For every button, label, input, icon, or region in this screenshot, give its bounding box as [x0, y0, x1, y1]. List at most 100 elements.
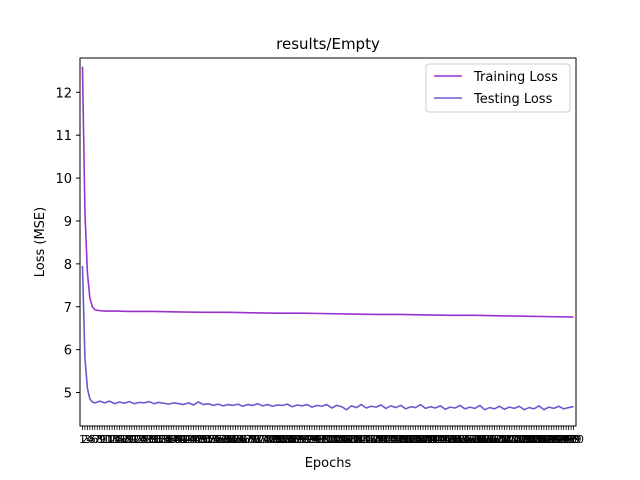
x-tick-label: 126	[380, 433, 401, 446]
x-tick-label: 165	[477, 433, 498, 446]
x-tick-label: 41	[174, 433, 188, 446]
x-tick-label: 101	[319, 433, 340, 446]
x-tick-label: 136	[405, 433, 426, 446]
x-tick-label: 95	[307, 433, 321, 446]
x-tick-label: 18	[117, 433, 131, 446]
legend: Training Loss Testing Loss	[425, 63, 571, 113]
x-tick-label: 99	[317, 433, 331, 446]
x-tick-label: 194	[548, 433, 569, 446]
x-tick-label: 75	[258, 433, 272, 446]
plot-frame	[79, 57, 577, 427]
x-tick-label: 94	[305, 433, 319, 446]
x-tick-label: 17	[115, 433, 129, 446]
x-tick-label: 31	[149, 433, 163, 446]
x-tick-label: 131	[393, 433, 414, 446]
x-tick-label: 118	[361, 433, 382, 446]
x-tick-label: 8	[96, 433, 103, 446]
x-tick-label: 83	[278, 433, 292, 446]
x-tick-label: 142	[420, 433, 441, 446]
x-tick-label: 62	[226, 433, 240, 446]
x-tick-label: 134	[400, 433, 421, 446]
x-tick-label: 175	[501, 433, 522, 446]
x-tick-label: 152	[445, 433, 466, 446]
x-tick-label: 47	[189, 433, 203, 446]
x-tick-label: 125	[378, 433, 399, 446]
x-tick-label: 133	[398, 433, 419, 446]
x-tick-label: 178	[509, 433, 530, 446]
x-tick-label: 153	[447, 433, 468, 446]
x-tick-label: 25	[135, 433, 149, 446]
x-tick-label: 121	[368, 433, 389, 446]
x-tick-label: 116	[356, 433, 377, 446]
x-tick-label: 199	[561, 433, 582, 446]
x-tick-label: 71	[248, 433, 262, 446]
y-tick-label: 6	[64, 344, 72, 359]
x-tick-label: 57	[214, 433, 228, 446]
x-tick-label: 122	[371, 433, 392, 446]
x-tick-label: 15	[110, 433, 124, 446]
x-tick-label: 190	[538, 433, 559, 446]
x-tick-label: 27	[140, 433, 154, 446]
y-tick-label: 11	[55, 129, 72, 144]
x-tick-label: 145	[427, 433, 448, 446]
x-tick-label: 64	[231, 433, 245, 446]
x-tick-label: 185	[526, 433, 547, 446]
x-tick-label: 127	[383, 433, 404, 446]
x-tick-label: 150	[440, 433, 461, 446]
x-tick-label: 174	[499, 433, 520, 446]
x-tick-label: 39	[169, 433, 183, 446]
x-tick-label: 59	[219, 433, 233, 446]
y-tick-label: 5	[64, 387, 72, 402]
x-tick-label: 137	[408, 433, 429, 446]
x-tick-label: 63	[228, 433, 242, 446]
x-tick-label: 45	[184, 433, 198, 446]
x-tick-label: 103	[324, 433, 345, 446]
x-tick-label: 130	[390, 433, 411, 446]
x-tick-label: 76	[261, 433, 275, 446]
x-tick-label: 159	[462, 433, 483, 446]
y-axis-title: Loss (MSE)	[33, 207, 48, 277]
x-tick-label: 56	[211, 433, 225, 446]
x-tick-label: 90	[295, 433, 309, 446]
x-tick-label: 162	[469, 433, 490, 446]
x-tick-label: 88	[290, 433, 304, 446]
x-tick-label: 139	[413, 433, 434, 446]
x-tick-label: 180	[514, 433, 535, 446]
x-tick-label: 21	[125, 433, 139, 446]
x-tick-label: 135	[403, 433, 424, 446]
x-tick-label: 182	[519, 433, 540, 446]
x-tick-label: 16	[112, 433, 126, 446]
x-axis: 1234567891011121314151617181920212223242…	[79, 426, 584, 446]
x-tick-label: 73	[253, 433, 267, 446]
x-tick-label: 100	[316, 433, 337, 446]
x-tick-label: 156	[454, 433, 475, 446]
x-tick-label: 200	[563, 433, 584, 446]
x-tick-label: 106	[331, 433, 352, 446]
x-tick-label: 36	[162, 433, 176, 446]
x-tick-label: 43	[179, 433, 193, 446]
x-axis-title: Epochs	[305, 456, 352, 471]
x-tick-label: 129	[388, 433, 409, 446]
x-tick-label: 183	[521, 433, 542, 446]
x-tick-label: 86	[285, 433, 299, 446]
x-tick-label: 171	[491, 433, 512, 446]
x-tick-label: 72	[251, 433, 265, 446]
x-tick-label: 160	[464, 433, 485, 446]
x-tick-label: 107	[334, 433, 355, 446]
x-tick-label: 53	[204, 433, 218, 446]
x-tick-label: 4	[86, 433, 93, 446]
x-tick-label: 108	[336, 433, 357, 446]
x-tick-label: 69	[243, 433, 257, 446]
chart-title: results/Empty	[276, 35, 380, 53]
x-tick-label: 66	[236, 433, 250, 446]
x-tick-label: 14	[108, 433, 122, 446]
x-tick-label: 151	[442, 433, 463, 446]
x-tick-label: 186	[528, 433, 549, 446]
x-tick-label: 140	[415, 433, 436, 446]
x-tick-label: 144	[425, 433, 446, 446]
x-tick-label: 26	[137, 433, 151, 446]
x-tick-label: 44	[182, 433, 196, 446]
x-tick-label: 79	[268, 433, 282, 446]
x-tick-label: 51	[199, 433, 213, 446]
x-tick-label: 188	[533, 433, 554, 446]
